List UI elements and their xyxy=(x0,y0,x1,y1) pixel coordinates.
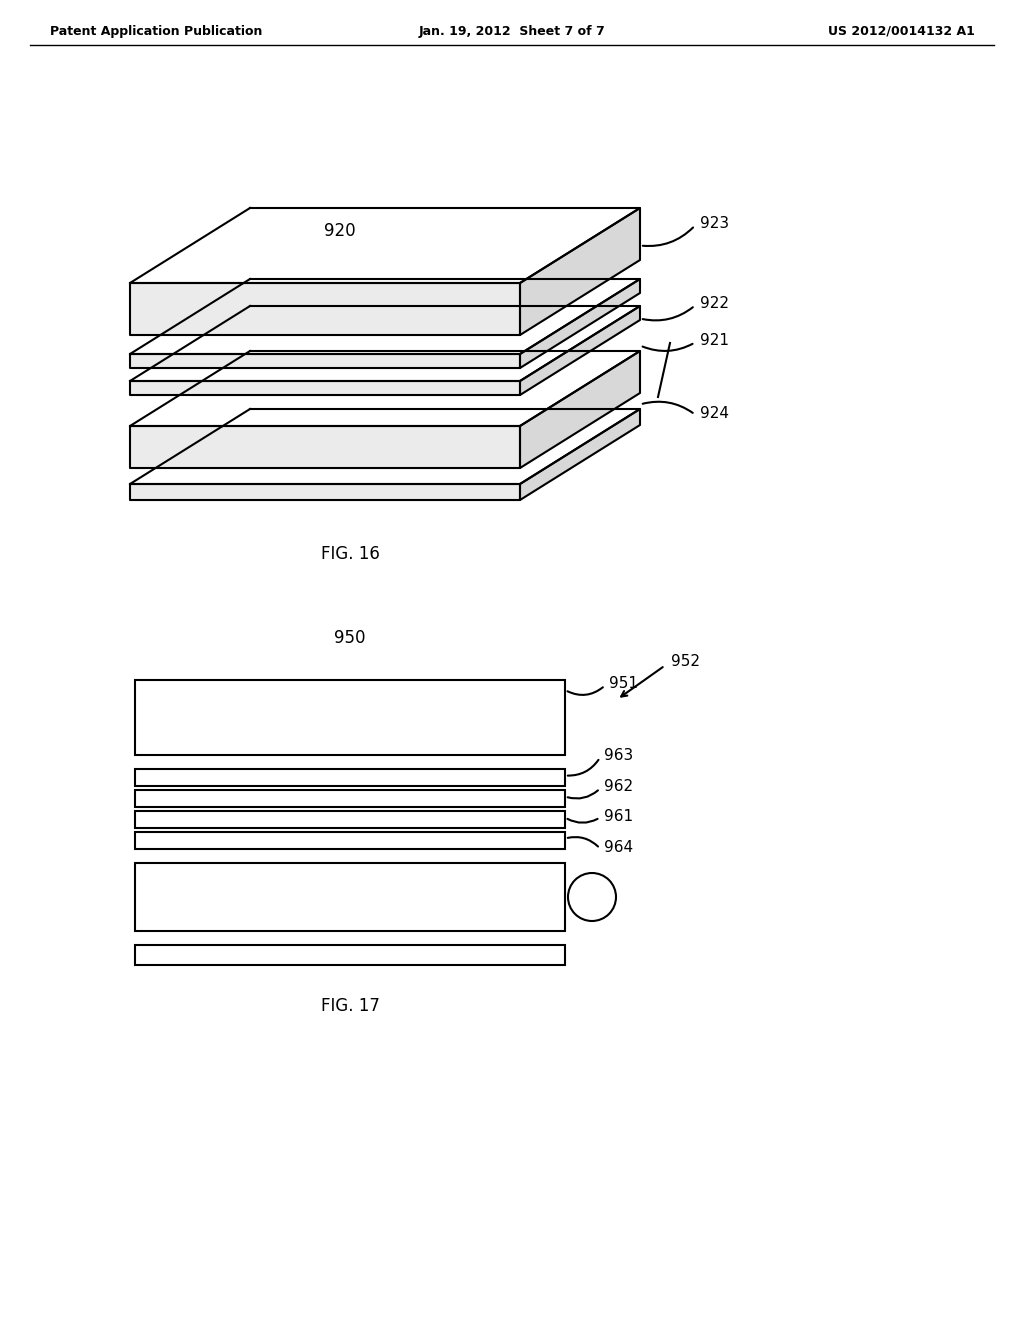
Text: 952: 952 xyxy=(671,653,700,669)
Text: FIG. 16: FIG. 16 xyxy=(321,545,380,564)
Polygon shape xyxy=(130,351,640,426)
Text: 964: 964 xyxy=(604,840,633,855)
Polygon shape xyxy=(520,351,640,469)
Bar xyxy=(135,810,565,828)
Polygon shape xyxy=(130,282,520,335)
Bar xyxy=(135,789,565,807)
Polygon shape xyxy=(130,209,640,282)
Text: 920: 920 xyxy=(325,222,355,240)
Text: 950: 950 xyxy=(334,630,366,647)
Polygon shape xyxy=(130,484,520,500)
Bar xyxy=(135,770,565,785)
Text: Jan. 19, 2012  Sheet 7 of 7: Jan. 19, 2012 Sheet 7 of 7 xyxy=(419,25,605,38)
Polygon shape xyxy=(520,209,640,335)
Bar xyxy=(135,945,565,965)
Polygon shape xyxy=(520,306,640,395)
Text: US 2012/0014132 A1: US 2012/0014132 A1 xyxy=(828,25,975,38)
Bar xyxy=(135,863,565,931)
Text: 921: 921 xyxy=(700,333,729,348)
Bar xyxy=(135,680,565,755)
Polygon shape xyxy=(130,354,520,368)
Polygon shape xyxy=(130,409,640,484)
Text: 961: 961 xyxy=(604,809,633,824)
Text: 962: 962 xyxy=(604,779,633,795)
Text: Patent Application Publication: Patent Application Publication xyxy=(50,25,262,38)
Polygon shape xyxy=(130,381,520,395)
Polygon shape xyxy=(130,306,640,381)
Text: 923: 923 xyxy=(700,216,729,231)
Text: 922: 922 xyxy=(700,296,729,312)
Text: FIG. 17: FIG. 17 xyxy=(321,997,380,1015)
Polygon shape xyxy=(520,409,640,500)
Polygon shape xyxy=(520,279,640,368)
Text: 924: 924 xyxy=(700,407,729,421)
Text: 951: 951 xyxy=(609,676,638,690)
Bar xyxy=(135,832,565,849)
Circle shape xyxy=(568,873,616,921)
Text: 963: 963 xyxy=(604,748,633,763)
Polygon shape xyxy=(130,279,640,354)
Polygon shape xyxy=(130,426,520,469)
